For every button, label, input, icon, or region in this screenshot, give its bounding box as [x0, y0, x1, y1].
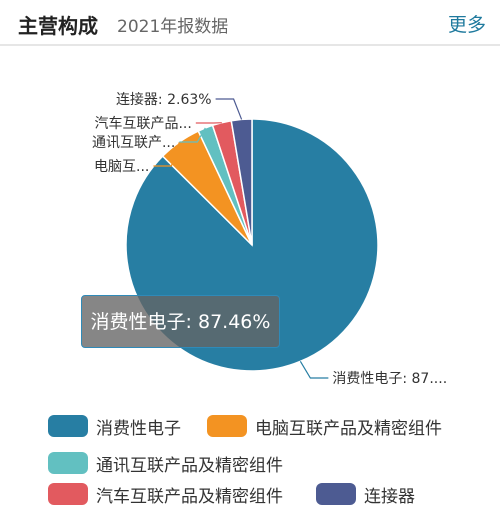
leader-line-1 [153, 141, 180, 167]
legend-item-4[interactable]: 连接器 [316, 481, 415, 507]
chart-tooltip: 消费性电子: 87.46% [81, 295, 280, 348]
pie-chart: 消费性电子: 87.... 电脑互... 通讯互联产... 汽车互联产品... 连接器:… [92, 91, 447, 387]
slice-label-3: 汽车互联产品... [94, 115, 191, 132]
legend-label-0: 消费性电子 [96, 418, 181, 439]
leader-line-0 [299, 361, 329, 379]
legend-swatch-3 [48, 483, 88, 505]
legend-item-3[interactable]: 汽车互联产品及精密组件 [48, 481, 283, 507]
slice-label-0: 消费性电子: 87.... [332, 371, 447, 387]
card-title: 主营构成 [18, 14, 98, 38]
legend-item-1[interactable]: 电脑互联产品及精密组件 [207, 413, 442, 439]
more-link[interactable]: 更多 [447, 14, 486, 36]
legend-label-3: 汽车互联产品及精密组件 [96, 486, 283, 507]
legend-swatch-4 [316, 483, 356, 505]
slice-label-4: 连接器: 2.63% [116, 91, 212, 108]
legend-item-0[interactable]: 消费性电子 [48, 413, 181, 439]
leader-line-4 [215, 98, 243, 120]
legend-swatch-0 [48, 415, 88, 437]
card-header: 主营构成 2021年报数据 更多 [0, 0, 500, 46]
leader-line-2 [179, 127, 206, 143]
slice-label-1: 电脑互... [94, 159, 149, 175]
legend-item-2[interactable]: 通讯互联产品及精密组件 [48, 450, 283, 476]
legend-label-4: 连接器 [364, 486, 415, 507]
legend-swatch-1 [207, 415, 247, 437]
report-subtitle: 2021年报数据 [117, 17, 229, 37]
legend-label-1: 电脑互联产品及精密组件 [255, 418, 442, 439]
legend-label-2: 通讯互联产品及精密组件 [96, 455, 283, 476]
slice-label-2: 通讯互联产... [92, 135, 175, 151]
legend-swatch-2 [48, 452, 88, 474]
